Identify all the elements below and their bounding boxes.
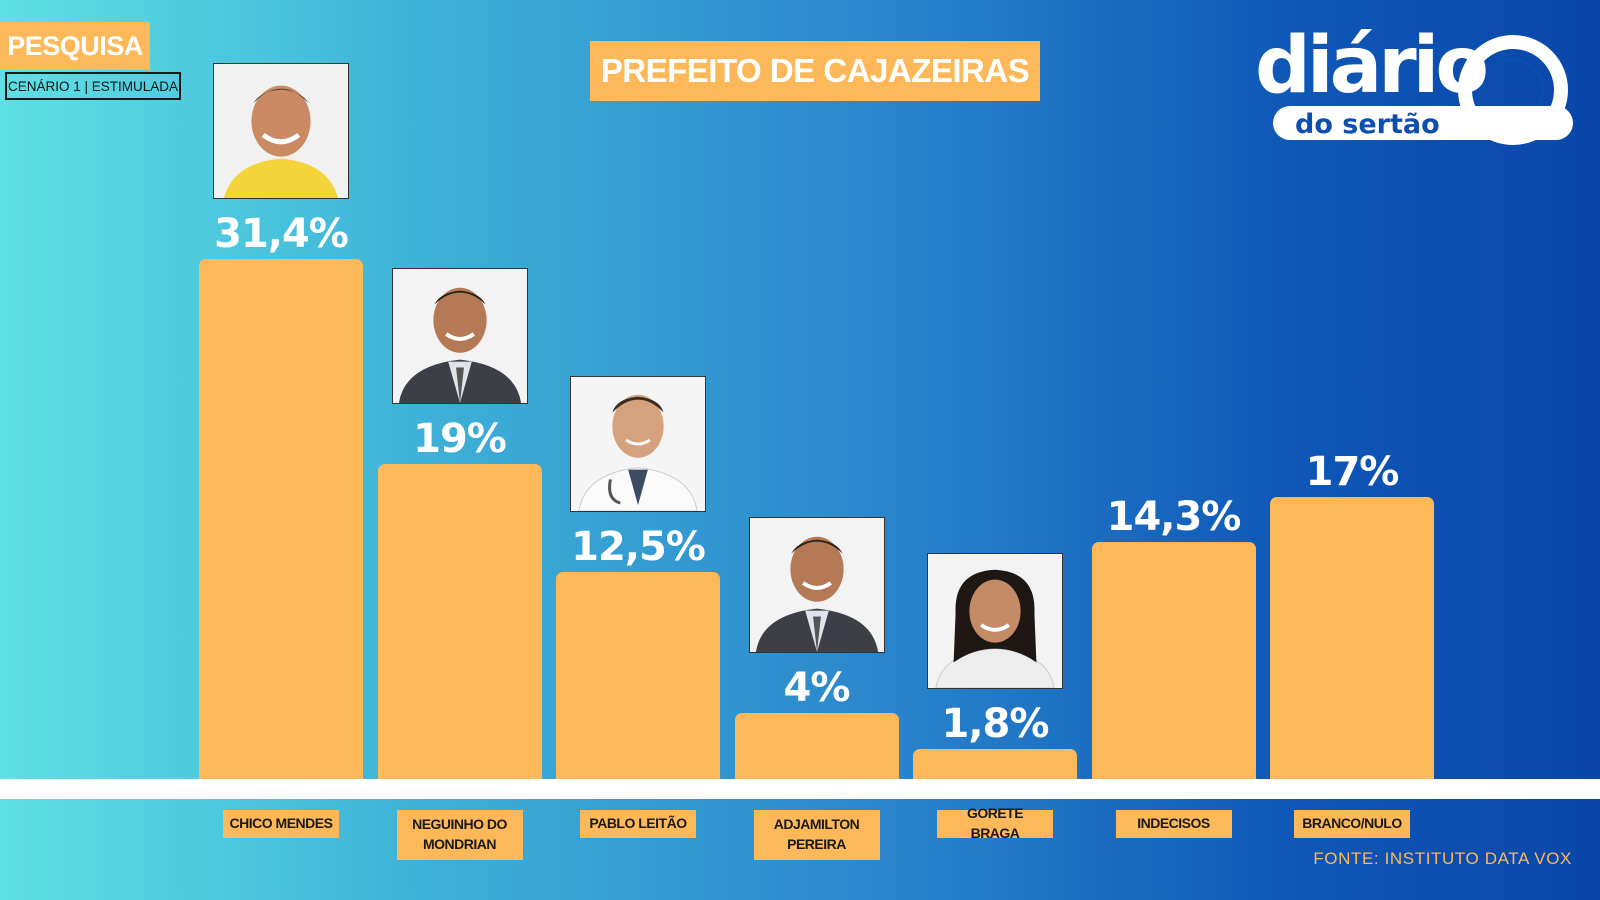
bar-indecisos (1091, 542, 1256, 779)
category-label-adjamilton-pereira: ADJAMILTON PEREIRA (753, 810, 880, 860)
doctor-white-coat-portrait-icon (571, 376, 705, 511)
bar-chico-mendes (199, 259, 363, 779)
source-note: FONTE: INSTITUTO DATA VOX (1313, 849, 1572, 868)
woman-white-blouse-portrait-icon (928, 554, 1062, 689)
pesquisa-tag: PESQUISA (0, 22, 150, 70)
bar-neguinho-do-mondrian (377, 464, 542, 779)
value-label-neguinho-do-mondrian: 19% (413, 416, 507, 463)
man-suit-portrait-icon (392, 269, 527, 404)
chart-title: PREFEITO DE CAJAZEIRAS (590, 41, 1040, 101)
category-label-pablo-leitao: PABLO LEITÃO (580, 810, 696, 838)
photo-neguinho-do-mondrian (391, 268, 528, 405)
value-label-gorete-braga: 1,8% (941, 701, 1050, 748)
bar-branco-nulo (1270, 497, 1434, 779)
photo-gorete-braga (927, 553, 1063, 690)
bar-adjamilton-pereira (734, 712, 899, 779)
category-label-gorete-braga: GORETE BRAGA (937, 805, 1053, 841)
man-yellow-shirt-portrait-icon (214, 64, 348, 198)
value-label-adjamilton-pereira: 4% (783, 664, 851, 711)
scenario-tag: CENÁRIO 1 | ESTIMULADA (5, 72, 181, 100)
logo-word-do-sertao: do sertão (1295, 109, 1440, 140)
value-label-chico-mendes: 31,4% (214, 211, 349, 257)
bar-pablo-leitao (556, 571, 720, 779)
value-label-pablo-leitao: 12,5% (571, 523, 706, 570)
value-label-indecisos: 14,3% (1106, 494, 1242, 541)
photo-chico-mendes (213, 63, 349, 199)
category-label-indecisos: INDECISOS (1115, 810, 1232, 838)
category-label-chico-mendes: CHICO MENDES (223, 810, 339, 838)
man-suit-portrait-icon (749, 517, 884, 652)
category-label-branco-nulo: BRANCO/NULO (1294, 810, 1410, 838)
photo-adjamilton-pereira (748, 516, 885, 653)
bar-gorete-braga (913, 749, 1077, 779)
baseline-strip (0, 779, 1600, 799)
photo-pablo-leitao (570, 375, 706, 512)
category-label-neguinho-do-mondrian: NEGUINHO DO MONDRIAN (396, 810, 523, 860)
value-label-branco-nulo: 17% (1305, 449, 1400, 496)
diario-do-sertao-logo: diário do sertão (1255, 21, 1573, 145)
logo-word-diario: diário (1255, 21, 1486, 111)
